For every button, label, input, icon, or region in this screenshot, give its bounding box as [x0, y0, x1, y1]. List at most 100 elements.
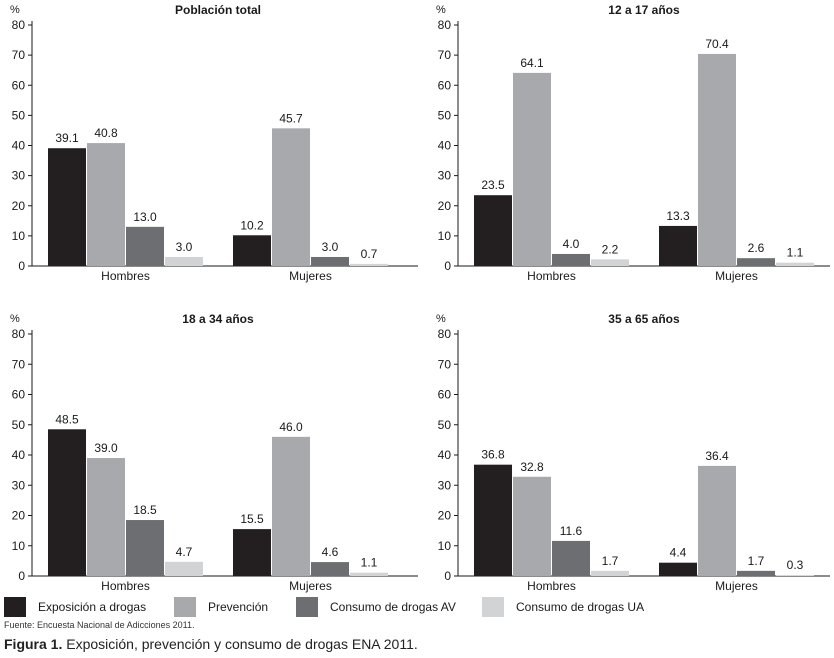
y-tick-label: 80: [438, 18, 452, 32]
bar-consumo-de-drogas-ua-hombres: [165, 561, 203, 576]
y-tick-label: 80: [12, 18, 26, 32]
bar-consumo-de-drogas-av-hombres: [126, 226, 164, 266]
legend-label: Prevención: [208, 600, 269, 614]
y-tick-label: 70: [12, 357, 26, 371]
y-tick-label: 0: [444, 569, 451, 583]
y-axis-label: %: [436, 4, 446, 16]
legend: Exposición a drogas Prevención Consumo d…: [0, 596, 834, 620]
y-tick-label: 60: [12, 78, 26, 92]
bar-consumo-de-drogas-ua-hombres: [591, 259, 629, 266]
bar-consumo-de-drogas-av-hombres: [552, 253, 590, 266]
y-tick-label: 20: [438, 509, 452, 523]
bar-exposicion-a-drogas-mujeres: [233, 235, 271, 266]
data-label: 2.6: [748, 241, 765, 255]
legend-label: Consumo de drogas UA: [516, 600, 645, 614]
legend-swatch: [174, 597, 196, 617]
y-tick-label: 50: [438, 108, 452, 122]
legend-label: Exposición a drogas: [38, 600, 147, 614]
data-label: 3.0: [176, 240, 193, 254]
x-tick-label: Mujeres: [289, 269, 332, 283]
y-tick-label: 80: [438, 327, 452, 341]
y-tick-label: 10: [12, 229, 26, 243]
x-tick-label: Mujeres: [715, 579, 758, 593]
y-tick-label: 10: [12, 539, 26, 553]
y-tick-label: 80: [12, 327, 26, 341]
chart-panel-35-a-65-anos: 35 a 65 años% 0 10 20 30 40 50 60 70 80 36.8 32.8 11…: [436, 312, 830, 593]
data-label: 1.7: [748, 554, 765, 568]
bar-prevencion-hombres: [87, 143, 125, 266]
legend-item-exposicion: Exposición a drogas: [4, 596, 146, 618]
data-label: 4.6: [322, 545, 339, 559]
y-tick-label: 50: [12, 418, 26, 432]
bar-prevencion-mujeres: [272, 436, 310, 576]
data-label: 4.4: [670, 546, 687, 560]
data-label: 2.2: [602, 242, 619, 256]
y-tick-label: 0: [18, 259, 25, 273]
data-label: 4.0: [563, 237, 580, 251]
data-label: 11.6: [560, 524, 583, 538]
data-label: 39.1: [55, 131, 79, 145]
y-tick-label: 60: [438, 78, 452, 92]
data-label: 0.3: [787, 558, 804, 572]
bar-exposicion-a-drogas-mujeres: [233, 529, 271, 576]
bar-prevencion-mujeres: [272, 128, 310, 266]
legend-item-consumo-ua: Consumo de drogas UA: [482, 596, 644, 618]
y-tick-label: 40: [12, 448, 26, 462]
legend-item-prevencion: Prevención: [174, 596, 268, 618]
bar-consumo-de-drogas-av-mujeres: [737, 258, 775, 266]
bar-prevencion-mujeres: [698, 53, 736, 266]
y-axis-label: %: [436, 313, 446, 325]
bar-consumo-de-drogas-ua-mujeres: [350, 263, 388, 266]
data-label: 40.8: [94, 126, 118, 140]
chart-panel-18-a-34-anos: 18 a 34 años% 0 10 20 30 40 50 60 70 80 48.5 39.0 18…: [10, 312, 418, 593]
chart-panel-12-a-17-anos: 12 a 17 años% 0 10 20 30 40 50 60 70 80 23.5 64.1 4.…: [436, 3, 830, 283]
bar-exposicion-a-drogas-hombres: [48, 148, 86, 266]
data-label: 23.5: [481, 178, 505, 192]
bar-exposicion-a-drogas-hombres: [48, 429, 86, 576]
figure-caption-label: Figura 1.: [4, 636, 63, 652]
source-note: Fuente: Encuesta Nacional de Adicciones …: [4, 620, 195, 630]
bar-exposicion-a-drogas-mujeres: [659, 225, 697, 266]
bar-consumo-de-drogas-av-mujeres: [311, 562, 349, 576]
figure-caption: Figura 1. Exposición, prevención y consu…: [4, 636, 418, 652]
legend-label: Consumo de drogas AV: [330, 600, 456, 614]
data-label: 39.0: [94, 441, 118, 455]
y-tick-label: 40: [438, 448, 452, 462]
data-label: 3.0: [322, 240, 339, 254]
data-label: 1.1: [787, 246, 804, 260]
chart-panel-poblacion-total: Población total% 0 10 20 30 40 50 60 70 80 39.1 40.…: [10, 3, 418, 283]
chart-title: 35 a 65 años: [608, 312, 680, 326]
data-label: 1.7: [602, 554, 619, 568]
data-label: 13.0: [133, 210, 157, 224]
data-label: 15.5: [240, 512, 264, 526]
y-tick-label: 20: [12, 509, 26, 523]
y-tick-label: 40: [438, 139, 452, 153]
data-label: 36.4: [705, 449, 729, 463]
data-label: 32.8: [520, 460, 544, 474]
data-label: 70.4: [705, 37, 729, 51]
data-label: 13.3: [666, 209, 690, 223]
y-tick-label: 0: [18, 569, 25, 583]
data-label: 64.1: [520, 56, 544, 70]
y-tick-label: 20: [438, 199, 452, 213]
bar-exposicion-a-drogas-hombres: [474, 464, 512, 576]
bar-exposicion-a-drogas-mujeres: [659, 562, 697, 576]
charts-figure: Población total% 0 10 20 30 40 50 60 70 80 39.1 40.…: [10, 3, 830, 593]
y-tick-label: 30: [438, 478, 452, 492]
y-tick-label: 50: [12, 108, 26, 122]
chart-title: 12 a 17 años: [608, 3, 680, 17]
y-tick-label: 40: [12, 139, 26, 153]
figure-caption-text: Exposición, prevención y consumo de drog…: [62, 636, 418, 652]
y-tick-label: 30: [12, 169, 26, 183]
legend-swatch: [482, 597, 504, 617]
bar-consumo-de-drogas-av-hombres: [552, 540, 590, 576]
y-axis-label: %: [10, 313, 20, 325]
y-tick-label: 30: [438, 169, 452, 183]
bar-consumo-de-drogas-av-mujeres: [737, 570, 775, 576]
x-tick-label: Hombres: [527, 269, 576, 283]
y-tick-label: 50: [438, 418, 452, 432]
data-label: 0.7: [361, 247, 378, 261]
legend-item-consumo-av: Consumo de drogas AV: [296, 596, 456, 618]
x-tick-label: Hombres: [101, 269, 150, 283]
data-label: 10.2: [240, 218, 264, 232]
